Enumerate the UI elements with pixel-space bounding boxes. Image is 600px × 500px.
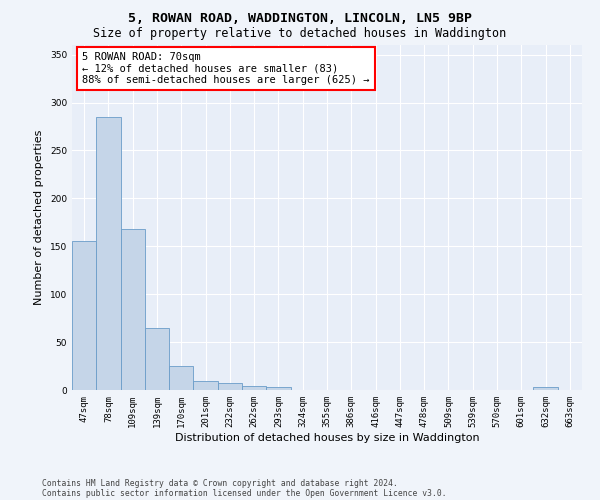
X-axis label: Distribution of detached houses by size in Waddington: Distribution of detached houses by size … <box>175 432 479 442</box>
Bar <box>72 242 96 390</box>
Text: 5 ROWAN ROAD: 70sqm
← 12% of detached houses are smaller (83)
88% of semi-detach: 5 ROWAN ROAD: 70sqm ← 12% of detached ho… <box>82 52 370 85</box>
Bar <box>121 229 145 390</box>
Bar <box>242 386 266 390</box>
Text: 5, ROWAN ROAD, WADDINGTON, LINCOLN, LN5 9BP: 5, ROWAN ROAD, WADDINGTON, LINCOLN, LN5 … <box>128 12 472 26</box>
Text: Contains HM Land Registry data © Crown copyright and database right 2024.: Contains HM Land Registry data © Crown c… <box>42 478 398 488</box>
Bar <box>218 384 242 390</box>
Bar <box>533 387 558 390</box>
Text: Contains public sector information licensed under the Open Government Licence v3: Contains public sector information licen… <box>42 488 446 498</box>
Bar <box>169 366 193 390</box>
Y-axis label: Number of detached properties: Number of detached properties <box>34 130 44 305</box>
Text: Size of property relative to detached houses in Waddington: Size of property relative to detached ho… <box>94 28 506 40</box>
Bar <box>266 387 290 390</box>
Bar <box>145 328 169 390</box>
Bar <box>193 382 218 390</box>
Bar <box>96 117 121 390</box>
